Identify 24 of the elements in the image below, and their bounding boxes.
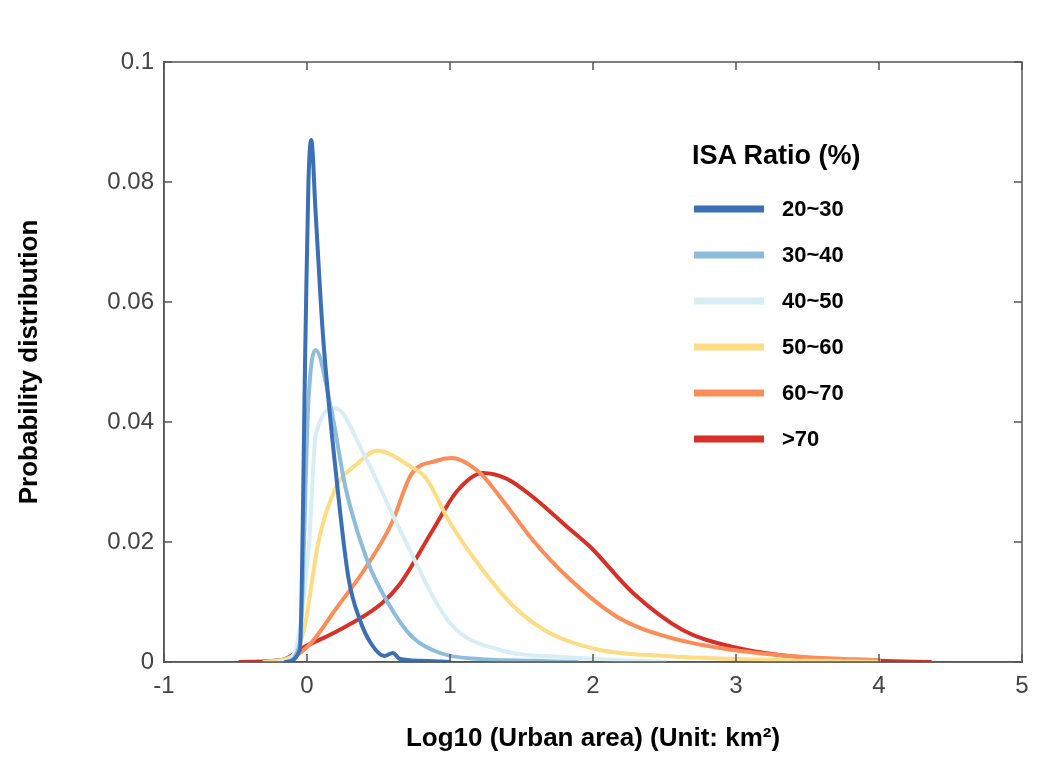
x-tick-label: 3 [729, 671, 743, 699]
x-tick-label: 2 [586, 671, 600, 699]
y-tick-label: 0.1 [120, 46, 154, 74]
y-tick-label: 0.08 [107, 166, 154, 194]
x-tick-label: 0 [300, 671, 314, 699]
x-axis-title: Log10 (Urban area) (Unit: km²) [405, 721, 781, 752]
x-tick-label: 1 [443, 671, 457, 699]
x-tick-label: 4 [872, 671, 886, 699]
legend-label: >70 [782, 426, 820, 452]
y-tick-label: 0.02 [107, 526, 154, 554]
line-series [276, 406, 667, 662]
y-tick-label: 0.06 [107, 286, 154, 314]
legend-label: 30~40 [782, 242, 844, 268]
x-tick-label: 5 [1015, 671, 1029, 699]
legend-label: 50~60 [782, 334, 844, 360]
legend-label: 60~70 [782, 380, 844, 406]
legend-label: 20~30 [782, 196, 844, 222]
y-axis-title: Probability distribution [12, 219, 43, 505]
y-tick-label: 0.04 [107, 406, 154, 434]
y-tick-label: 0 [140, 646, 154, 674]
legend-title: ISA Ratio (%) [692, 140, 861, 171]
x-tick-label: -1 [153, 671, 175, 699]
legend-label: 40~50 [782, 288, 844, 314]
line-series [283, 138, 452, 662]
